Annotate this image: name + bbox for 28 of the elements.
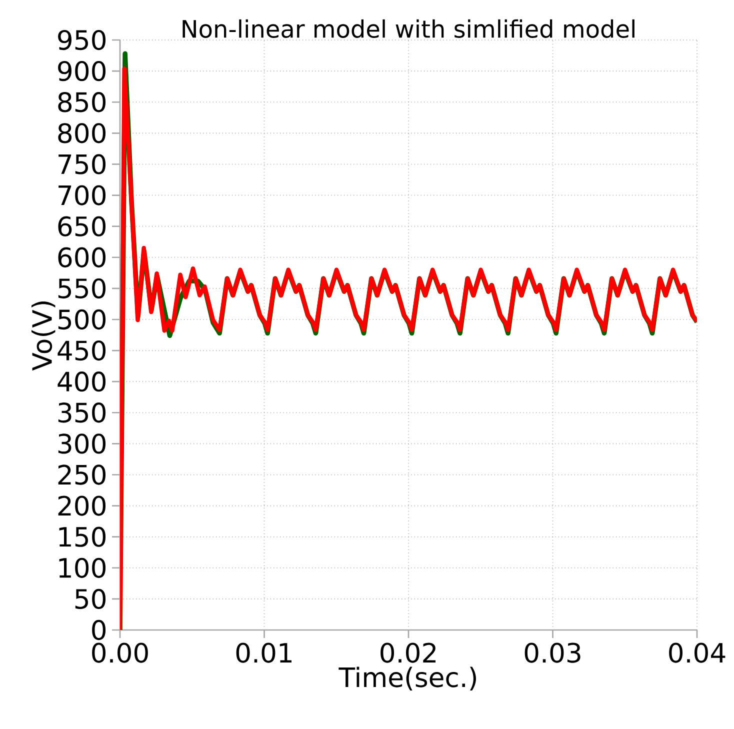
y-tick-label: 250 [58, 464, 106, 485]
x-tick-label: 0.04 [669, 642, 726, 663]
x-tick-label: 0.01 [236, 642, 292, 663]
y-tick-label: 100 [59, 558, 106, 578]
y-tick-label: 500 [58, 309, 106, 330]
y-tick-label: 0 [92, 620, 106, 640]
y-tick-label: 300 [58, 434, 106, 454]
x-tick-label: 0.00 [92, 642, 148, 663]
y-tick-label: 550 [58, 278, 106, 299]
y-tick-label: 950 [58, 30, 106, 50]
y-tick-label: 800 [58, 123, 106, 144]
y-tick-label: 850 [58, 92, 106, 112]
x-tick-label: 0.03 [524, 642, 580, 663]
y-tick-label: 400 [58, 372, 106, 392]
y-tick-label: 650 [58, 216, 106, 236]
y-axis-title: Vo(V) [32, 302, 56, 371]
y-tick-label: 50 [75, 588, 106, 610]
y-tick-label: 900 [58, 60, 106, 82]
y-tick-label: 450 [58, 340, 106, 361]
chart-title: Non-linear model with simlified model [182, 19, 634, 38]
y-tick-label: 200 [58, 496, 106, 516]
x-tick-label: 0.02 [380, 642, 436, 663]
x-axis-title: Time(sec.) [338, 666, 476, 690]
y-tick-label: 150 [59, 526, 106, 547]
y-tick-label: 750 [58, 154, 106, 174]
y-tick-label: 700 [58, 185, 106, 206]
y-tick-label: 350 [58, 402, 106, 423]
y-tick-label: 600 [58, 247, 106, 268]
